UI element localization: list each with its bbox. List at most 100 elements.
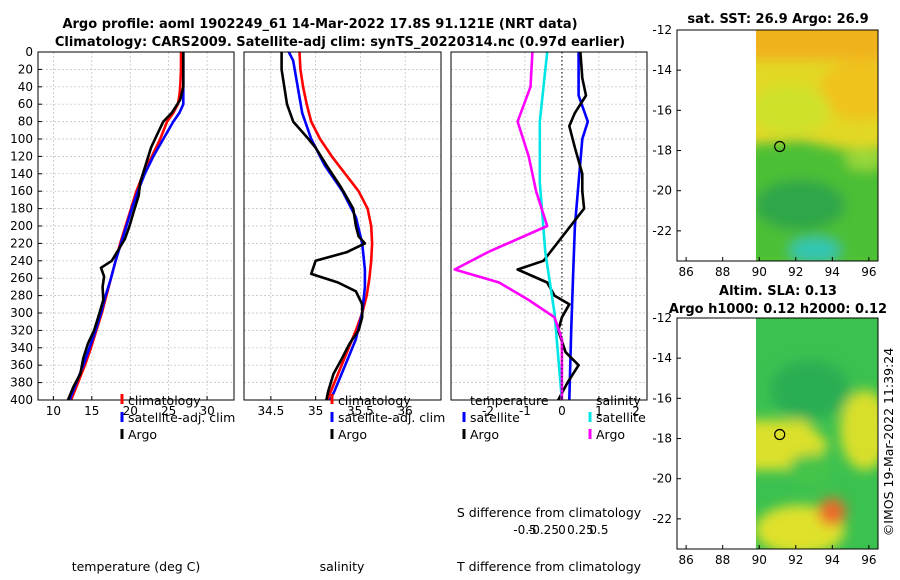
y-tick-label: 320 xyxy=(10,323,33,337)
s-diff-tick-label: 0 xyxy=(558,523,566,537)
sst-warm-band xyxy=(756,30,878,60)
x-tick-label: -2 xyxy=(482,404,494,418)
salinity-x-ticks: 34.5 35 35.5 36 xyxy=(258,396,413,418)
temperature-panel: 10 15 20 25 30 0 20 40 60 80 100 120 140 160 180 200 22… xyxy=(10,45,235,574)
lon-tick-label: 94 xyxy=(825,553,840,567)
imos-watermark: ©IMOS 19-Mar-2022 11:39:24 xyxy=(881,348,896,536)
y-tick-label: 60 xyxy=(18,97,33,111)
title-line-2: Climatology: CARS2009. Satellite-adj cli… xyxy=(55,35,625,50)
y-tick-label: 140 xyxy=(10,167,33,181)
x-tick-label: 34.5 xyxy=(258,404,285,418)
salinity-xlabel: salinity xyxy=(320,559,365,574)
lon-tick-label: 90 xyxy=(752,553,767,567)
y-tick-label: 240 xyxy=(10,254,33,268)
legend-climatology-label: climatology xyxy=(128,393,201,408)
temperature-series xyxy=(66,52,185,400)
depth-y-ticks: 0 20 40 60 80 100 120 140 160 180 200 220 240 260 280 3… xyxy=(10,45,42,407)
x-tick-label: 1 xyxy=(595,404,603,418)
x-tick-label: 25 xyxy=(161,404,176,418)
lon-tick-label: 94 xyxy=(825,265,840,279)
lat-tick-label: -16 xyxy=(652,391,672,405)
y-tick-label: 300 xyxy=(10,306,33,320)
y-tick-label: 0 xyxy=(25,45,33,59)
lat-tick-label: -22 xyxy=(652,224,672,238)
x-tick-label: 0 xyxy=(558,404,566,418)
x-tick-label: 2 xyxy=(632,404,640,418)
lon-tick-label: 88 xyxy=(715,553,730,567)
difference-axes-box xyxy=(450,51,648,401)
legend-argo-label: Argo xyxy=(128,427,157,442)
series-argo xyxy=(66,52,185,400)
lon-tick-label: 92 xyxy=(788,553,803,567)
legend-satellite-label: satellite-adj. clim xyxy=(128,410,235,425)
s-diff-tick-label: 0.25 xyxy=(567,523,594,537)
sla-peak xyxy=(818,498,846,526)
salinity-panel: 34.5 35 35.5 36 salinity climatology satell… xyxy=(243,51,445,574)
lat-tick-label: -12 xyxy=(652,311,672,325)
legend-salinity-title: salinity xyxy=(596,393,641,408)
sla-map: Altim. SLA: 0.13 Argo h1000: 0.12 h2000:… xyxy=(652,284,887,567)
y-tick-label: 400 xyxy=(10,393,33,407)
lon-tick-label: 86 xyxy=(678,265,693,279)
lon-tick-label: 92 xyxy=(788,265,803,279)
series-temperature-argo xyxy=(516,52,588,400)
salinity-legend: climatology satellite-adj. clim Argo xyxy=(330,393,445,442)
argo-location-marker xyxy=(774,428,786,441)
lat-tick-label: -16 xyxy=(652,103,672,117)
lat-tick-label: -14 xyxy=(652,63,672,77)
salinity-series xyxy=(280,52,374,400)
temperature-xlabel: temperature (deg C) xyxy=(72,559,201,574)
y-tick-label: 280 xyxy=(10,289,33,303)
sla-map-frame xyxy=(676,317,879,550)
y-tick-label: 20 xyxy=(18,62,33,76)
lon-tick-label: 86 xyxy=(678,553,693,567)
legend-climatology-label: climatology xyxy=(338,393,411,408)
legend-t-argo-label: Argo xyxy=(470,427,499,442)
sst-edge-patch xyxy=(845,150,878,170)
difference-legend-temperature: temperature satellite Argo xyxy=(462,393,549,442)
sla-map-title: Altim. SLA: 0.13 xyxy=(719,284,837,299)
sla-map-lat-ticks: -12 -14 -16 -18 -20 -22 xyxy=(652,311,681,526)
sst-map-lat-ticks: -12 -14 -16 -18 -20 -22 xyxy=(652,23,681,238)
temperature-grid xyxy=(38,52,234,400)
s-diff-tick-label: 0.5 xyxy=(589,523,608,537)
y-tick-label: 80 xyxy=(18,115,33,129)
difference-grid xyxy=(451,52,647,400)
sla-low-patch xyxy=(770,360,850,420)
sla-mid-patch xyxy=(788,454,832,486)
sst-warm-patch xyxy=(820,60,878,120)
lat-tick-label: -18 xyxy=(652,432,672,446)
sst-map: sat. SST: 26.9 Argo: 26.9 86 88 90 92 94 96 -… xyxy=(652,12,879,279)
sla-map-subtitle: Argo h1000: 0.12 h2000: 0.12 xyxy=(669,302,887,317)
salinity-axes-box xyxy=(243,51,442,401)
y-tick-label: 220 xyxy=(10,236,33,250)
x-tick-label: -1 xyxy=(519,404,531,418)
s-difference-label: S difference from climatology xyxy=(457,505,642,520)
sst-cooler-patch xyxy=(756,180,845,230)
lat-tick-label: -18 xyxy=(652,144,672,158)
temperature-x-ticks: 10 15 20 25 30 xyxy=(46,396,215,418)
legend-t-satellite-label: satellite xyxy=(470,410,520,425)
x-tick-label: 10 xyxy=(46,404,61,418)
legend-s-argo-label: Argo xyxy=(596,427,625,442)
lat-tick-label: -20 xyxy=(652,184,672,198)
lon-tick-label: 96 xyxy=(861,265,876,279)
legend-s-satellite-label: satellite xyxy=(596,410,646,425)
lon-tick-label: 88 xyxy=(715,265,730,279)
difference-series xyxy=(453,52,590,400)
series-satellite-adj-clim xyxy=(68,52,185,400)
x-tick-label: 20 xyxy=(123,404,138,418)
sst-map-title: sat. SST: 26.9 Argo: 26.9 xyxy=(687,12,868,27)
difference-legend-salinity: salinity satellite Argo xyxy=(588,393,646,442)
difference-panel: -2 -1 0 1 2 -0.5-0.25 0 0.250.5 S difference f… xyxy=(450,51,648,574)
series-argo xyxy=(280,52,367,400)
sst-map-frame xyxy=(676,29,879,262)
t-difference-label: T difference from climatology xyxy=(456,559,642,574)
y-tick-label: 100 xyxy=(10,132,33,146)
y-tick-label: 340 xyxy=(10,341,33,355)
series-salinity-satellite xyxy=(538,52,564,400)
lat-tick-label: -14 xyxy=(652,351,672,365)
sst-mid-patch xyxy=(756,85,830,135)
y-tick-label: 380 xyxy=(10,376,33,390)
